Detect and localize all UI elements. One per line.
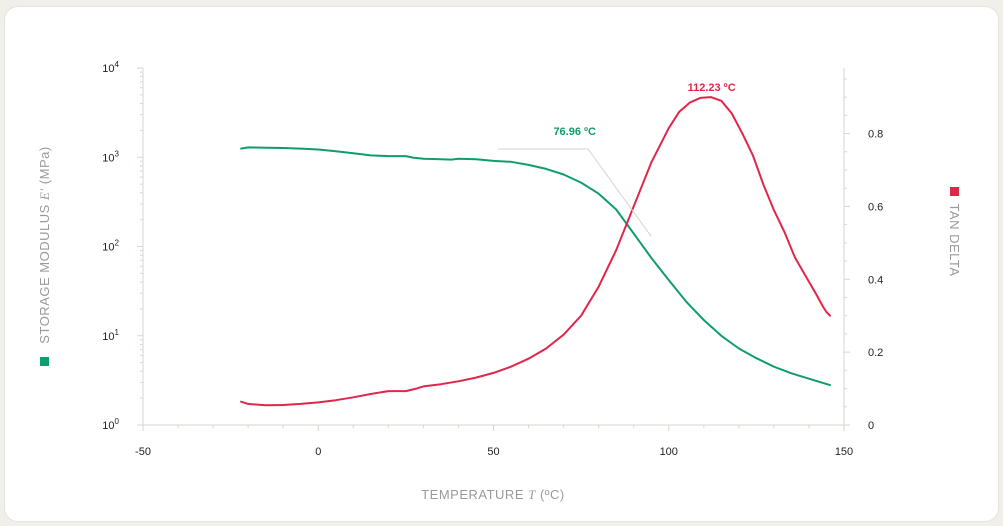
left-axis-title-group: STORAGE MODULUS E′ (MPa): [37, 146, 52, 343]
right-tick-label: 0.6: [868, 201, 883, 213]
left-axis-title: STORAGE MODULUS E′ (MPa): [37, 146, 52, 343]
x-tick-label: 150: [835, 446, 853, 458]
chart-card: [4, 6, 999, 522]
x-tick-label: 0: [315, 446, 321, 458]
right-tick-label: 0: [868, 420, 874, 432]
tick-labels: -50 0 50 100 150 100 101 102 103 104 0 0.2 0.4 0.6 0.8: [102, 60, 883, 458]
left-tick-label: 104: [102, 60, 119, 75]
right-series-legend-swatch: [950, 187, 959, 196]
right-axis-title-group: TAN DELTA: [947, 203, 962, 276]
annotations: 76.96 ºC 112.23 ºC: [497, 82, 736, 237]
left-tick-label: 103: [102, 149, 119, 164]
right-tick-label: 0.8: [868, 129, 883, 141]
storage-modulus-line: [240, 146, 831, 387]
series-lines: [240, 96, 831, 407]
left-series-legend-swatch: [40, 357, 49, 366]
tan-delta-line: [240, 96, 831, 407]
x-tick-label: 50: [487, 446, 499, 458]
right-axis-title: TAN DELTA: [947, 203, 962, 276]
storage-modulus-annotation-leader: [497, 148, 652, 237]
x-tick-label: -50: [135, 446, 151, 458]
left-tick-label: 101: [102, 328, 119, 343]
right-tick-label: 0.2: [868, 347, 883, 359]
right-tick-label: 0.4: [868, 274, 883, 286]
x-axis-title: TEMPERATURE T (ºC): [421, 487, 565, 502]
left-tick-label: 102: [102, 239, 119, 254]
x-tick-label: 100: [660, 446, 678, 458]
left-tick-label: 100: [102, 417, 119, 432]
tan-delta-peak-label: 112.23 ºC: [688, 82, 736, 94]
storage-modulus-onset-label: 76.96 ºC: [553, 126, 596, 138]
axes: [137, 67, 850, 431]
